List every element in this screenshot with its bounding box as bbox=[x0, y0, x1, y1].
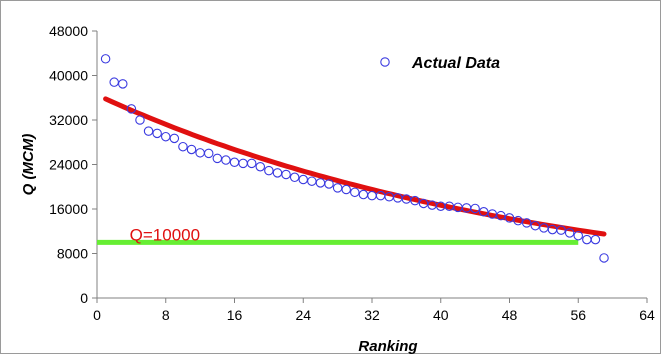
axes bbox=[92, 30, 648, 303]
data-point bbox=[221, 155, 231, 165]
y-tick-label: 40000 bbox=[49, 68, 88, 84]
y-tick-label: 32000 bbox=[49, 112, 88, 128]
data-point bbox=[573, 230, 583, 241]
data-point bbox=[195, 148, 205, 158]
data-point bbox=[298, 174, 308, 185]
x-tick-label: 40 bbox=[433, 307, 449, 323]
y-tick-label: 0 bbox=[80, 290, 88, 306]
data-point bbox=[324, 179, 334, 189]
x-axis-title: Ranking bbox=[358, 338, 417, 354]
data-point bbox=[556, 225, 566, 235]
data-point bbox=[590, 234, 601, 245]
data-point bbox=[470, 203, 480, 214]
data-point bbox=[341, 184, 351, 195]
data-point bbox=[100, 54, 111, 64]
y-tick-label: 8000 bbox=[57, 246, 88, 262]
labels: 0 8000 16000 24000 32000 40000 48000 0 8 16 24 32 40… bbox=[20, 23, 655, 354]
data-point bbox=[203, 148, 214, 159]
data-point bbox=[530, 220, 541, 231]
data-point bbox=[564, 228, 575, 238]
trend-line-layer bbox=[103, 96, 607, 237]
x-tick-label: 24 bbox=[295, 307, 311, 323]
data-point bbox=[289, 172, 300, 183]
data-point bbox=[307, 176, 317, 186]
data-point bbox=[367, 190, 377, 201]
legend-label: Actual Data bbox=[411, 55, 500, 72]
data-point bbox=[358, 189, 369, 200]
data-point bbox=[513, 215, 523, 226]
data-point bbox=[212, 153, 223, 164]
data-point bbox=[178, 141, 188, 152]
y-tick-label: 24000 bbox=[49, 157, 88, 173]
data-point bbox=[315, 178, 326, 188]
data-point bbox=[152, 128, 162, 139]
data-points bbox=[100, 54, 609, 263]
data-point bbox=[504, 213, 515, 223]
y-axis-title: Q (MCM) bbox=[20, 134, 37, 196]
data-point bbox=[118, 79, 128, 89]
data-point bbox=[272, 168, 283, 178]
y-tick-label: 48000 bbox=[49, 23, 88, 39]
data-point bbox=[478, 207, 489, 217]
x-tick-label: 16 bbox=[227, 307, 243, 323]
x-tick-label: 64 bbox=[639, 307, 655, 323]
x-tick-label: 32 bbox=[364, 307, 380, 323]
data-point bbox=[246, 158, 257, 169]
x-tick-label: 8 bbox=[162, 307, 170, 323]
trend-line bbox=[103, 96, 607, 237]
data-point bbox=[186, 144, 197, 155]
data-point bbox=[496, 210, 506, 221]
legend: Actual Data bbox=[380, 55, 500, 72]
data-point bbox=[169, 133, 180, 144]
y-tick-label: 16000 bbox=[49, 201, 88, 217]
data-point bbox=[599, 253, 609, 263]
data-point bbox=[126, 104, 137, 114]
x-tick-label: 0 bbox=[93, 307, 101, 323]
data-point bbox=[332, 183, 343, 193]
x-tick-label: 48 bbox=[502, 307, 518, 323]
data-point bbox=[350, 187, 360, 198]
legend-marker bbox=[380, 57, 390, 67]
data-point bbox=[281, 169, 291, 180]
data-point bbox=[238, 158, 248, 169]
data-point bbox=[143, 126, 154, 136]
data-point bbox=[264, 165, 274, 176]
annotation-label: Q=10000 bbox=[130, 225, 200, 244]
x-tick-label: 56 bbox=[570, 307, 586, 323]
data-point bbox=[582, 234, 592, 245]
data-point bbox=[161, 131, 171, 142]
data-point bbox=[255, 161, 266, 172]
data-point bbox=[229, 157, 240, 168]
data-point bbox=[135, 115, 145, 125]
data-point bbox=[109, 77, 119, 87]
data-point bbox=[521, 218, 532, 228]
data-point bbox=[410, 195, 420, 206]
